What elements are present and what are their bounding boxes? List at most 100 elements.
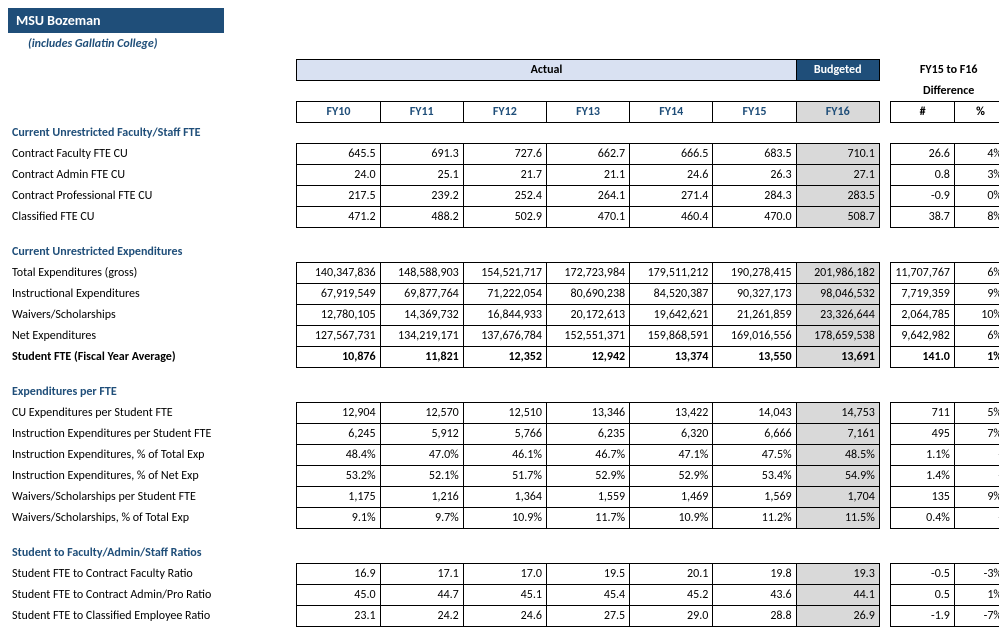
header-budgeted: Budgeted (796, 60, 879, 81)
cell-actual: 71,222,054 (463, 284, 546, 305)
cell-diff-pct: 7% (954, 424, 999, 445)
row-label: Waivers/Scholarships per Student FTE (8, 487, 297, 508)
cell-actual: 190,278,415 (713, 263, 796, 284)
cell-actual: 80,690,238 (546, 284, 629, 305)
cell-actual: 169,016,556 (713, 326, 796, 347)
cell-budget: 27.1 (796, 165, 879, 186)
cell-actual: 67,919,549 (297, 284, 380, 305)
header-fy14: FY14 (630, 102, 713, 123)
cell-actual: 21.1 (546, 165, 629, 186)
header-fy12: FY12 (463, 102, 546, 123)
cell-actual: 1,364 (463, 487, 546, 508)
cell-diff-num: 1.4% (891, 466, 955, 487)
row-label: Classified FTE CU (8, 207, 297, 228)
cell-diff-pct: 10% (954, 305, 999, 326)
cell-actual: 25.1 (380, 165, 463, 186)
table-row: Contract Admin FTE CU24.025.121.721.124.… (8, 165, 999, 186)
cell-diff-num: 7,719,359 (891, 284, 955, 305)
cell-actual: 6,245 (297, 424, 380, 445)
row-label: Student FTE to Contract Faculty Ratio (8, 564, 297, 585)
row-label: Student FTE to Classified Employee Ratio (8, 606, 297, 627)
table-body: Current Unrestricted Faculty/Staff FTE Co… (8, 123, 999, 627)
cell-diff-pct: 3% (954, 165, 999, 186)
cell-diff-pct: -7% (954, 606, 999, 627)
cell-actual: 90,327,173 (713, 284, 796, 305)
cell-budget: 508.7 (796, 207, 879, 228)
cell-diff-pct: 5% (954, 403, 999, 424)
cell-actual: 24.2 (380, 606, 463, 627)
cell-actual: 53.2% (297, 466, 380, 487)
cell-diff-pct: 8% (954, 207, 999, 228)
cell-actual: 10,876 (297, 347, 380, 368)
cell-actual: 47.0% (380, 445, 463, 466)
cell-actual: 471.2 (297, 207, 380, 228)
cell-diff-pct: 0% (954, 186, 999, 207)
cell-actual: 470.0 (713, 207, 796, 228)
cell-actual: 14,369,732 (380, 305, 463, 326)
cell-budget: 23,326,644 (796, 305, 879, 326)
row-label: Contract Admin FTE CU (8, 165, 297, 186)
row-label: Instructional Expenditures (8, 284, 297, 305)
cell-actual: 19,642,621 (630, 305, 713, 326)
table-row: Instructional Expenditures67,919,54969,8… (8, 284, 999, 305)
row-label: CU Expenditures per Student FTE (8, 403, 297, 424)
cell-diff-num: 135 (891, 487, 955, 508)
cell-actual: 16.9 (297, 564, 380, 585)
cell-actual: 23.1 (297, 606, 380, 627)
table-row: Instruction Expenditures per Student FTE… (8, 424, 999, 445)
cell-actual: 6,235 (546, 424, 629, 445)
cell-budget: 1,704 (796, 487, 879, 508)
cell-budget: 44.1 (796, 585, 879, 606)
cell-actual: 645.5 (297, 144, 380, 165)
header-fy16: FY16 (796, 102, 879, 123)
cell-diff-pct: - (954, 466, 999, 487)
cell-actual: 5,912 (380, 424, 463, 445)
cell-diff-num: 141.0 (891, 347, 955, 368)
cell-diff-num: 26.6 (891, 144, 955, 165)
cell-actual: 137,676,784 (463, 326, 546, 347)
cell-actual: 29.0 (630, 606, 713, 627)
header-diff-num: # (891, 102, 955, 123)
row-label: Waivers/Scholarships (8, 305, 297, 326)
cell-actual: 19.8 (713, 564, 796, 585)
header-diff-pct: % (954, 102, 999, 123)
cell-budget: 14,753 (796, 403, 879, 424)
cell-budget: 7,161 (796, 424, 879, 445)
cell-actual: 27.5 (546, 606, 629, 627)
row-label: Waivers/Scholarships, % of Total Exp (8, 508, 297, 529)
section-header: Current Unrestricted Faculty/Staff FTE (8, 123, 999, 144)
cell-actual: 21,261,859 (713, 305, 796, 326)
cell-diff-num: 1.1% (891, 445, 955, 466)
table-row: Waivers/Scholarships12,780,10514,369,732… (8, 305, 999, 326)
cell-actual: 84,520,387 (630, 284, 713, 305)
cell-budget: 98,046,532 (796, 284, 879, 305)
cell-actual: 44.7 (380, 585, 463, 606)
cell-actual: 24.6 (463, 606, 546, 627)
cell-actual: 148,588,903 (380, 263, 463, 284)
table-row: Instruction Expenditures, % of Total Exp… (8, 445, 999, 466)
cell-actual: 252.4 (463, 186, 546, 207)
cell-actual: 1,216 (380, 487, 463, 508)
row-label: Instruction Expenditures per Student FTE (8, 424, 297, 445)
cell-diff-num: 0.8 (891, 165, 955, 186)
cell-actual: 727.6 (463, 144, 546, 165)
cell-diff-pct: 1% (954, 585, 999, 606)
cell-actual: 47.5% (713, 445, 796, 466)
cell-actual: 24.6 (630, 165, 713, 186)
cell-actual: 284.3 (713, 186, 796, 207)
cell-diff-num: -0.9 (891, 186, 955, 207)
cell-actual: 154,521,717 (463, 263, 546, 284)
header-actual: Actual (297, 60, 796, 81)
table-row: Classified FTE CU471.2488.2502.9470.1460… (8, 207, 999, 228)
cell-diff-pct: 4% (954, 144, 999, 165)
cell-actual: 43.6 (713, 585, 796, 606)
cell-actual: 140,347,836 (297, 263, 380, 284)
cell-actual: 52.1% (380, 466, 463, 487)
cell-actual: 24.0 (297, 165, 380, 186)
row-label: Total Expenditures (gross) (8, 263, 297, 284)
table-row: Student FTE (Fiscal Year Average)10,8761… (8, 347, 999, 368)
cell-actual: 19.5 (546, 564, 629, 585)
page-title: MSU Bozeman (8, 8, 224, 33)
cell-diff-num: 0.5 (891, 585, 955, 606)
cell-actual: 12,570 (380, 403, 463, 424)
